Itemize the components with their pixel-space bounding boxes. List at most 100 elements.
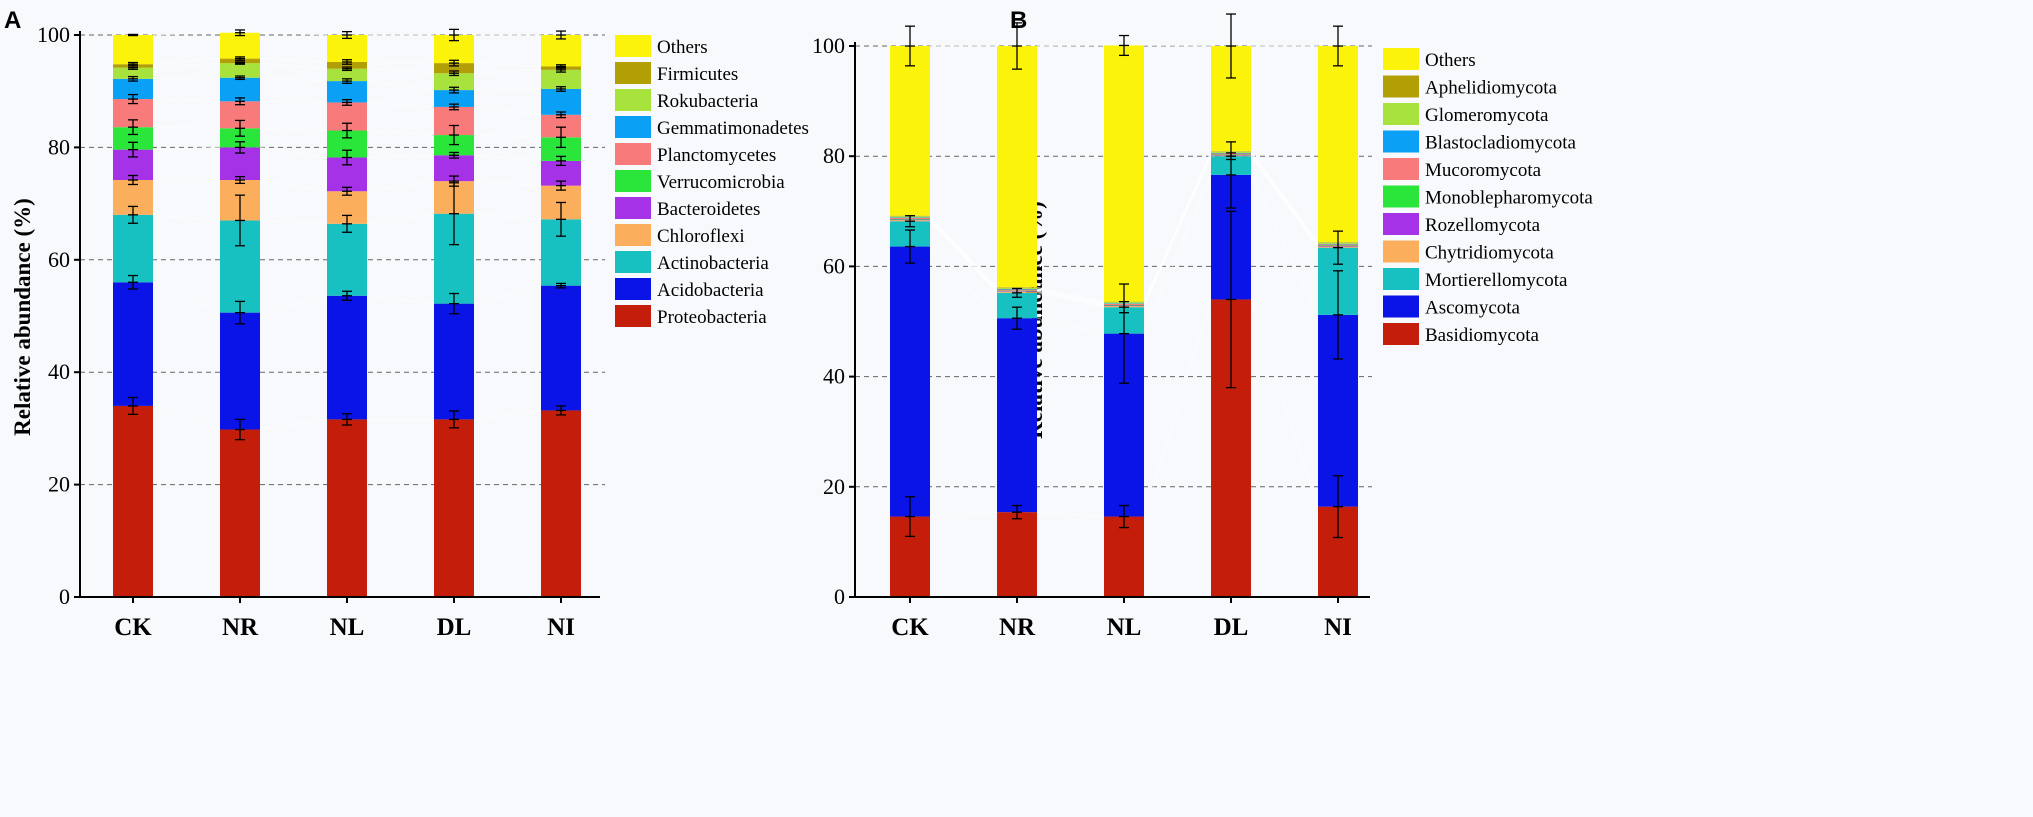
error-bar-a-CK-verrucomicrobia [128, 119, 138, 136]
connector-a-NL-DL-6 [366, 101, 435, 108]
error-bar-b-DL-basidiomycota [1226, 210, 1236, 389]
connector-a-DL-NI-2 [473, 213, 542, 220]
bar-segment-b-NR-ascomycota [997, 318, 1037, 513]
error-bar-a-DL-gemmatimonadetes [449, 86, 459, 94]
x-tick-label-a-nl: NL [330, 614, 365, 641]
error-bar-b-NI-others [1333, 25, 1343, 67]
bar-segment-a-CK-others [113, 35, 153, 65]
bar-segment-a-NL-rokubacteria [327, 68, 367, 82]
y-tick-label-a-80: 80 [48, 134, 70, 159]
error-bar-a-DL-chloroflexi [449, 175, 459, 187]
connector-a-DL-NI-6 [473, 106, 542, 116]
y-tick-label-a-100: 100 [37, 22, 70, 47]
x-tick-label-a-ck: CK [114, 614, 152, 641]
connector-b-DL-NI-9 [1250, 150, 1319, 243]
bar-segment-b-NR-others [997, 46, 1037, 288]
x-tick-label-a-nr: NR [222, 614, 259, 641]
connector-a-DL-NI-4 [473, 154, 542, 162]
connector-a-CK-NR-5 [152, 126, 221, 129]
legend-label-a-actinobacteria: Actinobacteria [657, 253, 769, 274]
connector-a-NR-NL-4 [259, 146, 328, 159]
legend-label-a-planctomycetes: Planctomycetes [657, 145, 776, 166]
error-bar-a-NL-rokubacteria [342, 66, 352, 72]
connector-a-CK-NR-2 [152, 214, 221, 221]
bar-segment-a-CK-acidobacteria [113, 282, 153, 406]
error-bar-a-NI-firmicutes [556, 64, 566, 69]
bar-segment-b-NI-others [1318, 46, 1358, 243]
error-bar-b-NL-basidiomycota [1119, 504, 1129, 529]
error-bar-a-CK-proteobacteria [128, 396, 138, 416]
legend-label-b-basidiomycota: Basidiomycota [1425, 325, 1540, 346]
bar-segment-a-NL-actinobacteria [327, 223, 367, 296]
error-bar-a-DL-others [449, 28, 459, 42]
bar-segment-a-NI-rokubacteria [541, 69, 581, 89]
legend-b: Others Aphelidiomycota Glomeromycota Blasto… [1383, 48, 1593, 346]
connector-a-DL-NI-7 [473, 88, 542, 91]
connector-a-NL-DL-2 [366, 213, 435, 225]
error-bar-a-NR-others [235, 29, 245, 37]
bar-segment-a-CK-actinobacteria [113, 214, 153, 283]
legend-a: Others Firmicutes Rokubacteria Gemmatimonad… [615, 35, 809, 328]
error-bar-a-CK-planctomycetes [128, 93, 138, 105]
x-tick-label-a-dl: DL [437, 614, 472, 641]
connector-a-DL-NI-3 [473, 180, 542, 187]
bar-segment-a-NR-gemmatimonadetes [220, 77, 260, 102]
connector-a-DL-NI-5 [473, 134, 542, 138]
connector-a-DL-NI-8 [473, 69, 542, 74]
connector-b-CK-NR-1 [929, 246, 998, 319]
error-bar-a-CK-chloroflexi [128, 174, 138, 186]
error-bar-a-DL-acidobacteria [449, 292, 459, 315]
connector-a-NR-NL-3 [259, 179, 328, 192]
connector-b-NR-NL-7 [1036, 288, 1105, 304]
error-bar-a-CK-gemmatimonadetes [128, 75, 138, 82]
error-bar-b-CK-others [905, 25, 915, 67]
connector-b-NR-NL-10 [1036, 44, 1105, 47]
error-bar-a-NL-gemmatimonadetes [342, 78, 352, 84]
legend-label-b-monoblepharomycota: Monoblepharomycota [1425, 188, 1593, 209]
legend-swatch-a-acidobacteria [615, 278, 651, 300]
legend-label-b-rozellomycota: Rozellomycota [1425, 215, 1541, 236]
y-axis-title-a: Relative abundance (%) [10, 198, 35, 436]
bar-segment-a-NL-gemmatimonadetes [327, 81, 367, 103]
y-tick-label-a-40: 40 [48, 359, 70, 384]
legend-swatch-b-blastocladiomycota [1383, 130, 1419, 153]
connector-a-NL-DL-1 [366, 295, 435, 305]
x-tick-label-b-nr: NR [999, 614, 1036, 641]
error-bar-a-NL-firmicutes [342, 59, 352, 65]
error-bar-a-NL-acidobacteria [342, 290, 352, 301]
connector-b-NR-NL-2 [1036, 292, 1105, 308]
bar-segment-a-NI-gemmatimonadetes [541, 88, 581, 115]
error-bar-a-NI-gemmatimonadetes [556, 86, 566, 92]
connector-a-NR-NL-1 [259, 295, 328, 314]
connector-b-CK-NR-9 [929, 215, 998, 288]
legend-swatch-a-proteobacteria [615, 305, 651, 327]
connector-b-NR-NL-6 [1036, 289, 1105, 305]
connector-a-CK-NR-1 [152, 281, 221, 314]
legend-label-b-aphelidiomycota: Aphelidiomycota [1425, 78, 1557, 99]
bar-segment-b-NL-basidiomycota [1104, 516, 1144, 597]
legend-label-b-chytridiomycota: Chytridiomycota [1425, 243, 1554, 264]
connector-a-CK-NR-6 [152, 98, 221, 102]
legend-label-b-blastocladiomycota: Blastocladiomycota [1425, 133, 1576, 154]
bar-segment-a-CK-gemmatimonadetes [113, 78, 153, 100]
connector-a-NR-NL-6 [259, 100, 328, 103]
bar-segment-b-NR-aphelidiomycota [997, 287, 1037, 288]
error-bar-a-DL-planctomycetes [449, 103, 459, 111]
connector-a-NL-DL-8 [366, 68, 435, 74]
x-tick-label-b-ni: NI [1324, 614, 1352, 641]
connector-a-NR-NL-2 [259, 219, 328, 225]
plot-area-b: 0 20 40 60 80 100 CK NR NL DL NI [812, 13, 1372, 641]
error-bar-b-CK-mortierellomycota [905, 215, 915, 228]
bar-segment-b-CK-others [890, 46, 930, 216]
legend-label-a-chloroflexi: Chloroflexi [657, 226, 745, 247]
connector-b-NR-NL-4 [1036, 290, 1105, 307]
connector-b-DL-NI-0 [1250, 299, 1319, 507]
x-tick-label-b-ck: CK [891, 614, 929, 641]
y-tick-label-b-100: 100 [812, 33, 845, 58]
legend-label-b-mortierellomycota: Mortierellomycota [1425, 270, 1568, 291]
connector-a-NR-NL-9 [259, 58, 328, 63]
connector-b-NL-DL-0 [1143, 299, 1212, 517]
error-bar-a-NL-planctomycetes [342, 98, 352, 106]
connector-b-NL-DL-10 [1143, 44, 1212, 47]
bar-segment-a-DL-gemmatimonadetes [434, 90, 474, 107]
